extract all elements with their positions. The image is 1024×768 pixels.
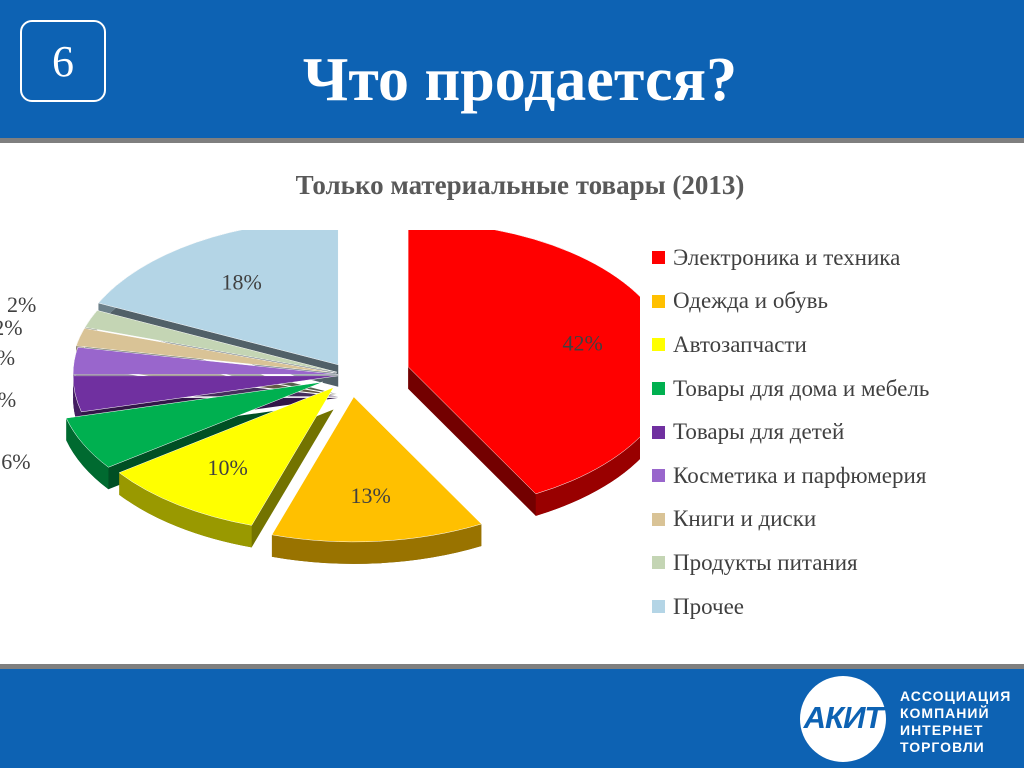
pie-slice-wall xyxy=(119,472,252,548)
legend-swatch xyxy=(652,469,665,483)
logo-line: ТОРГОВЛИ xyxy=(900,739,985,755)
legend-item: Товары для дома и мебель xyxy=(652,367,929,411)
legend-item: Одежда и обувь xyxy=(652,280,929,324)
pie-slice xyxy=(84,310,338,373)
logo-line: ИНТЕРНЕТ xyxy=(900,722,984,738)
legend-swatch xyxy=(652,338,665,352)
legend-label: Косметика и парфюмерия xyxy=(673,462,927,488)
akit-logo: АКИТ xyxy=(800,676,886,762)
chart-title: Только материальные товары (2013) xyxy=(295,170,745,200)
pie-slice xyxy=(97,230,339,366)
legend-label: Автозапчасти xyxy=(673,331,807,357)
footer-divider xyxy=(0,664,1024,669)
pie-slice-label: 42% xyxy=(562,330,602,355)
legend-label: Прочее xyxy=(673,593,744,619)
legend-swatch xyxy=(652,251,665,265)
logo-wordmark: АССОЦИАЦИЯ КОМПАНИЙ ИНТЕРНЕТ ТОРГОВЛИ xyxy=(900,688,1011,756)
slide-number-badge: 6 xyxy=(20,20,106,102)
legend-item: Электроника и техника xyxy=(652,236,929,280)
pie-chart: 42% 13% 10% 6% 4% 3% 2%2% 18% xyxy=(0,230,640,564)
legend-swatch xyxy=(652,294,665,308)
legend-label: Товары для детей xyxy=(673,419,845,445)
chart-legend: Электроника и техника Одежда и обувь Авт… xyxy=(652,236,929,628)
pie-slice xyxy=(407,230,640,495)
pie-slice-label: 2% xyxy=(0,315,23,340)
legend-label: Продукты питания xyxy=(673,549,858,575)
logo-line: АССОЦИАЦИЯ xyxy=(900,688,1012,704)
legend-item: Товары для детей xyxy=(652,410,929,454)
pie-slice xyxy=(65,381,323,468)
header-divider xyxy=(0,138,1024,143)
pie-slice-label: 2% xyxy=(7,292,36,317)
legend-item: Автозапчасти xyxy=(652,323,929,367)
logo-mark: АКИТ xyxy=(803,700,884,735)
legend-label: Товары для дома и мебель xyxy=(673,375,930,401)
pie-slice-label: 10% xyxy=(207,455,247,480)
legend-item: Книги и диски xyxy=(652,498,929,542)
pie-slice-label: 4% xyxy=(0,387,16,412)
pie-slice xyxy=(72,375,339,413)
legend-item: Продукты питания xyxy=(652,541,929,585)
page-title: Что продается? xyxy=(302,46,738,114)
legend-swatch xyxy=(652,512,665,526)
legend-item: Косметика и парфюмерия xyxy=(652,454,929,498)
legend-label: Книги и диски xyxy=(673,506,817,532)
pie-slice xyxy=(118,386,335,526)
pie-slice-label: 13% xyxy=(351,483,391,508)
legend-label: Одежда и обувь xyxy=(673,288,829,314)
legend-item: Прочее xyxy=(652,585,929,629)
legend-swatch xyxy=(652,382,665,396)
legend-label: Электроника и техника xyxy=(673,244,901,270)
header-bar xyxy=(0,0,1024,138)
pie-slice-label: 6% xyxy=(1,449,30,474)
pie-slice xyxy=(72,346,339,375)
pie-slice-wall xyxy=(271,523,482,564)
legend-swatch xyxy=(652,425,665,439)
pie-slice-label: 18% xyxy=(221,270,261,295)
pie-slice xyxy=(75,328,337,374)
pie-slice xyxy=(271,396,482,543)
pie-slice-label: 3% xyxy=(0,345,15,370)
legend-swatch xyxy=(652,556,665,570)
legend-swatch xyxy=(652,600,665,614)
logo-line: КОМПАНИЙ xyxy=(900,705,990,721)
